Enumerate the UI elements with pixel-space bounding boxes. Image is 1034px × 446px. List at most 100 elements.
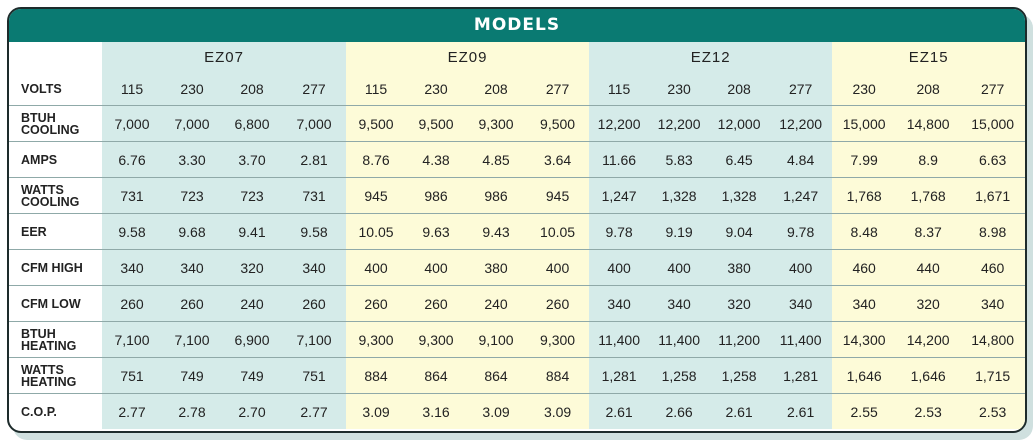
value-cell: 3.09 [526,393,590,429]
table-row: C.O.P. 2.77 2.78 2.70 2.77 3.09 3.16 3.09 3.09 2.… [9,393,1025,429]
value-cell: 9,100 [466,321,527,358]
model-name-ez09: EZ09 [346,42,590,73]
value-cell: 400 [346,249,407,286]
model-name-ez15: EZ15 [832,42,1025,73]
value-cell: 2.61 [589,393,650,429]
row-label: WATTS COOLING [9,177,102,214]
value-cell: 2.81 [282,141,347,178]
value-cell: 11,400 [769,321,833,358]
value-cell: 3.64 [526,141,590,178]
value-cell: 15,000 [832,105,897,142]
value-cell: 9.43 [466,213,527,250]
value-cell: 9,300 [406,321,467,358]
value-cell: 460 [960,249,1025,286]
value-cell: 1,247 [589,177,650,214]
model-name-ez07: EZ07 [102,42,347,73]
value-cell: 9,300 [526,321,590,358]
value-cell: 2.53 [896,393,961,429]
value-cell: 864 [466,357,527,394]
value-cell: 2.66 [649,393,710,429]
value-cell: 9,500 [406,105,467,142]
value-cell: 3.30 [162,141,222,178]
value-cell: 2.61 [769,393,833,429]
value-cell: 9,300 [346,321,407,358]
value-cell: 7,100 [282,321,347,358]
volts-cell: 115 [102,73,162,106]
value-cell: 340 [162,249,222,286]
value-cell: 4.84 [769,141,833,178]
volts-cell: 230 [406,73,467,106]
volts-cell: 208 [222,73,282,106]
value-cell: 14,800 [960,321,1025,358]
value-cell: 3.09 [466,393,527,429]
value-cell: 2.53 [960,393,1025,429]
value-cell: 731 [282,177,347,214]
value-cell: 260 [526,285,590,322]
volts-cell: 115 [346,73,407,106]
value-cell: 400 [406,249,467,286]
value-cell: 2.55 [832,393,897,429]
value-cell: 320 [222,249,282,286]
row-label: EER [9,213,102,250]
volts-cell: 277 [282,73,347,106]
table-row: WATTS COOLING 731 723 723 731 945 986 986 945 1,2… [9,177,1025,214]
volts-cell: 277 [960,73,1025,106]
value-cell: 260 [162,285,222,322]
value-cell: 731 [102,177,162,214]
value-cell: 2.77 [282,393,347,429]
table-row: EER 9.58 9.68 9.41 9.58 10.05 9.63 9.43 10.05 9.7… [9,213,1025,250]
value-cell: 1,671 [960,177,1025,214]
volts-cell: 277 [526,73,590,106]
value-cell: 2.77 [102,393,162,429]
value-cell: 7,000 [162,105,222,142]
volts-cell: 208 [466,73,527,106]
value-cell: 9,300 [466,105,527,142]
volts-cell: 277 [769,73,833,106]
value-cell: 2.70 [222,393,282,429]
row-label: CFM LOW [9,285,102,322]
specs-table: EZ07 EZ09 EZ12 EZ15 VOLTS 115 230 208 277 115 230 2… [9,42,1025,429]
value-cell: 400 [649,249,710,286]
value-cell: 6,800 [222,105,282,142]
value-cell: 7.99 [832,141,897,178]
value-cell: 240 [222,285,282,322]
value-cell: 340 [589,285,650,322]
table-row: AMPS 6.76 3.30 3.70 2.81 8.76 4.38 4.85 3.64 11.6… [9,141,1025,178]
value-cell: 11,400 [589,321,650,358]
value-cell: 723 [222,177,282,214]
row-label: AMPS [9,141,102,178]
value-cell: 7,000 [282,105,347,142]
value-cell: 14,800 [896,105,961,142]
value-cell: 1,258 [649,357,710,394]
value-cell: 884 [526,357,590,394]
value-cell: 1,258 [709,357,770,394]
value-cell: 12,200 [649,105,710,142]
value-cell: 9,500 [346,105,407,142]
value-cell: 260 [282,285,347,322]
value-cell: 9.63 [406,213,467,250]
table-row: CFM HIGH 340 340 320 340 400 400 380 400 400 400 38… [9,249,1025,286]
value-cell: 9.04 [709,213,770,250]
value-cell: 3.16 [406,393,467,429]
value-cell: 9.78 [589,213,650,250]
value-cell: 945 [346,177,407,214]
value-cell: 6.76 [102,141,162,178]
volts-cell: 230 [832,73,897,106]
value-cell: 260 [406,285,467,322]
value-cell: 2.78 [162,393,222,429]
value-cell: 9.78 [769,213,833,250]
value-cell: 460 [832,249,897,286]
value-cell: 340 [832,285,897,322]
value-cell: 1,646 [896,357,961,394]
value-cell: 8.48 [832,213,897,250]
value-cell: 240 [466,285,527,322]
value-cell: 1,646 [832,357,897,394]
value-cell: 400 [589,249,650,286]
value-cell: 9,500 [526,105,590,142]
specs-card: MODELS EZ07 EZ09 EZ12 EZ15 VOLTS 115 230 208 277… [7,7,1027,433]
value-cell: 751 [102,357,162,394]
volts-cell: 230 [162,73,222,106]
value-cell: 7,100 [102,321,162,358]
value-cell: 8.98 [960,213,1025,250]
table-row: WATTS HEATING 751 749 749 751 884 864 864 884 1,2… [9,357,1025,394]
